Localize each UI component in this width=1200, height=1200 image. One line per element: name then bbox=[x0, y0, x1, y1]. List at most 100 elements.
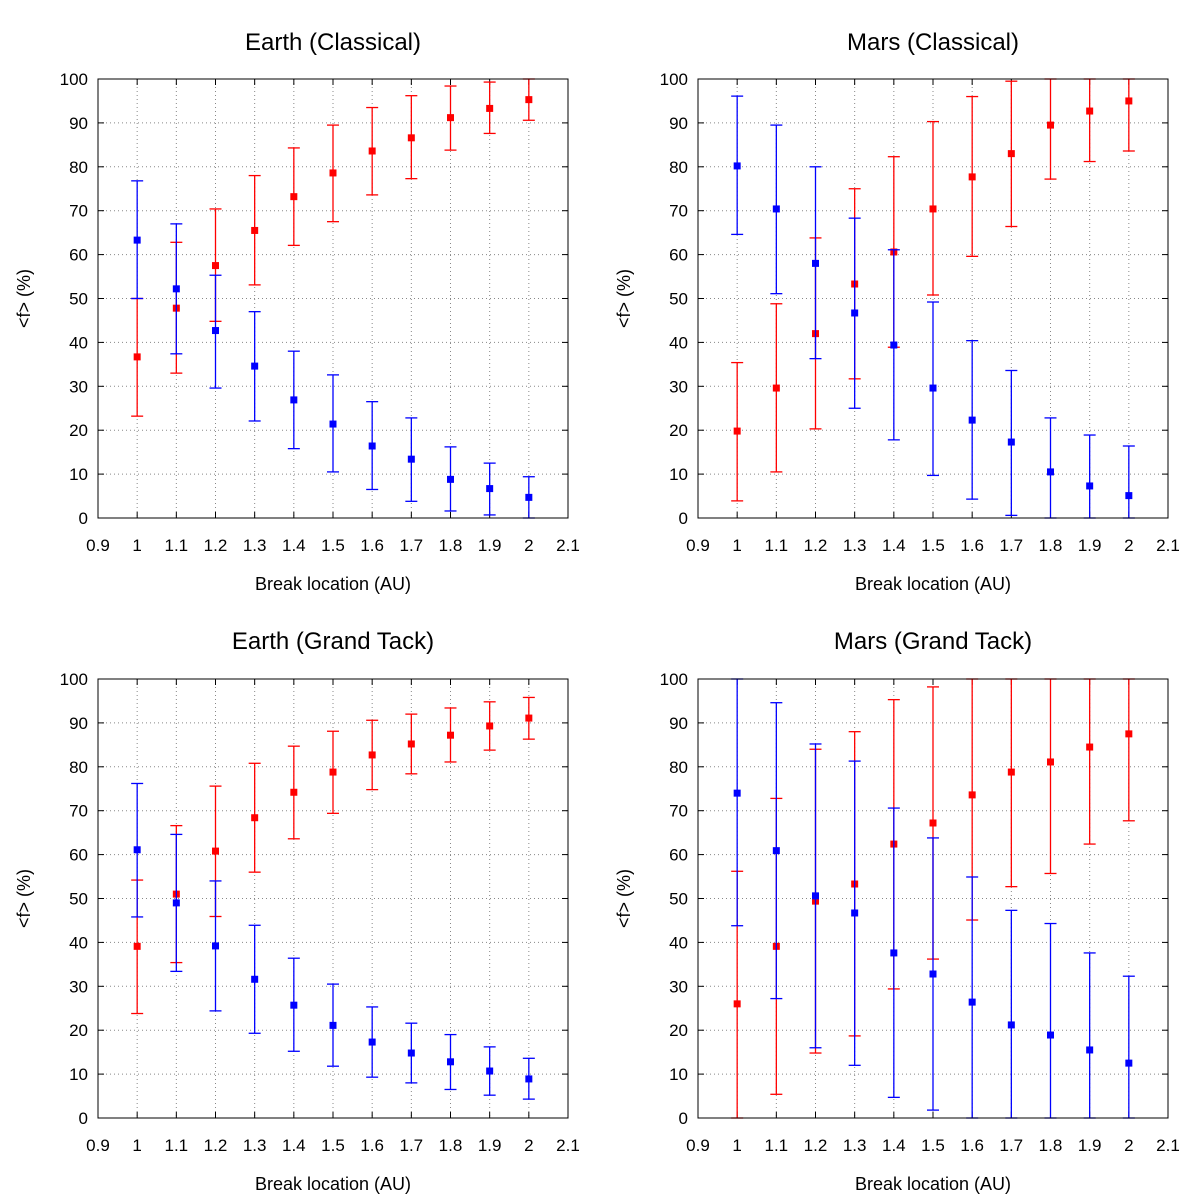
y-tick-label: 0 bbox=[679, 1109, 688, 1128]
series-2 bbox=[731, 678, 1135, 1119]
x-tick-label: 1.6 bbox=[960, 536, 984, 555]
x-tick-label: 1.3 bbox=[843, 1136, 867, 1155]
x-tick-label: 1.8 bbox=[439, 536, 463, 555]
x-tick-label: 1.7 bbox=[1000, 536, 1024, 555]
data-point bbox=[486, 722, 494, 730]
x-tick-label: 1.1 bbox=[765, 1136, 789, 1155]
data-point bbox=[290, 1001, 298, 1009]
x-tick-label: 0.9 bbox=[686, 1136, 710, 1155]
y-tick-label: 70 bbox=[669, 802, 688, 821]
y-tick-label: 30 bbox=[69, 377, 88, 396]
x-axis-label: Break location (AU) bbox=[255, 574, 411, 594]
data-point bbox=[486, 485, 494, 493]
x-tick-label: 2 bbox=[1124, 536, 1133, 555]
x-tick-label: 1.9 bbox=[1078, 1136, 1102, 1155]
data-point bbox=[407, 455, 415, 463]
y-tick-label: 60 bbox=[669, 246, 688, 265]
data-point bbox=[133, 353, 141, 361]
data-point bbox=[329, 768, 337, 776]
x-tick-label: 1.2 bbox=[804, 1136, 828, 1155]
y-tick-label: 70 bbox=[69, 802, 88, 821]
y-tick-label: 20 bbox=[69, 421, 88, 440]
data-point bbox=[1086, 107, 1094, 115]
y-tick-label: 20 bbox=[69, 1021, 88, 1040]
chart-panel-1: Earth (Classical) 0.9 1 1.1 1.2 1.3 1.4 1.5 1.6 1… bbox=[14, 29, 580, 594]
y-tick-label: 30 bbox=[69, 977, 88, 996]
data-point bbox=[812, 892, 819, 900]
data-point bbox=[486, 1067, 494, 1075]
y-tick-label: 10 bbox=[669, 465, 688, 484]
data-point bbox=[251, 975, 259, 983]
data-point bbox=[968, 791, 976, 799]
x-tick-label: 1.2 bbox=[804, 536, 828, 555]
data-point bbox=[329, 169, 337, 177]
data-point bbox=[733, 1000, 741, 1008]
chart-panel-2: Mars (Classical) 0.9 1 1.1 1.2 1.3 1.4 1.5 1.6 1.… bbox=[614, 29, 1180, 594]
y-tick-label: 100 bbox=[660, 670, 688, 689]
y-tick-label: 40 bbox=[669, 333, 688, 352]
data-point bbox=[447, 475, 454, 483]
data-point bbox=[929, 970, 937, 978]
x-tick-label: 2.1 bbox=[1156, 536, 1180, 555]
x-tick-label: 1.9 bbox=[478, 536, 502, 555]
x-tick-label: 1.2 bbox=[204, 1136, 228, 1155]
x-tick-label: 2 bbox=[1124, 1136, 1133, 1155]
x-tick-label: 2 bbox=[524, 536, 533, 555]
y-tick-label: 40 bbox=[669, 933, 688, 952]
data-point bbox=[1086, 1046, 1094, 1054]
plot-frame bbox=[697, 678, 1169, 1119]
data-point bbox=[772, 205, 780, 213]
x-tick-label: 1.3 bbox=[243, 1136, 267, 1155]
x-tick-label: 1.1 bbox=[165, 536, 189, 555]
data-point bbox=[368, 751, 376, 759]
data-point bbox=[772, 384, 780, 392]
data-point bbox=[368, 147, 376, 155]
y-tick-label: 80 bbox=[669, 158, 688, 177]
x-tick-label: 1.3 bbox=[843, 536, 867, 555]
data-point bbox=[251, 814, 259, 822]
y-tick-label: 70 bbox=[69, 202, 88, 221]
chart-panel-4: Mars (Grand Tack) 0.9 1 1.1 1.2 1.3 1.4 1.5 1.6 1… bbox=[614, 628, 1180, 1194]
data-point bbox=[968, 998, 976, 1006]
data-point bbox=[1125, 730, 1133, 738]
data-point bbox=[851, 909, 859, 917]
data-point bbox=[251, 362, 259, 370]
data-point bbox=[133, 846, 141, 854]
y-tick-label: 10 bbox=[669, 1065, 688, 1084]
chart-title: Earth (Grand Tack) bbox=[232, 628, 434, 655]
y-tick-label: 60 bbox=[69, 246, 88, 265]
x-tick-label: 1.4 bbox=[282, 1136, 306, 1155]
y-tick-label: 60 bbox=[669, 846, 688, 865]
x-axis-label: Break location (AU) bbox=[255, 1174, 411, 1194]
x-tick-label: 1.5 bbox=[921, 536, 945, 555]
series-2 bbox=[131, 782, 535, 1100]
chart-panel-3: Earth (Grand Tack) 0.9 1 1.1 1.2 1.3 1.4 1.5 1.6… bbox=[14, 628, 580, 1194]
data-point bbox=[890, 949, 898, 957]
data-point bbox=[212, 847, 219, 855]
x-tick-label: 1.8 bbox=[439, 1136, 463, 1155]
y-tick-label: 60 bbox=[69, 846, 88, 865]
data-point bbox=[929, 819, 937, 827]
y-axis-label: <f> (%) bbox=[14, 269, 34, 328]
x-tick-label: 0.9 bbox=[686, 536, 710, 555]
data-point bbox=[290, 193, 298, 201]
plot-frame bbox=[697, 78, 1169, 519]
data-point bbox=[1007, 768, 1015, 776]
y-tick-label: 40 bbox=[69, 933, 88, 952]
data-point bbox=[1007, 150, 1015, 158]
y-axis-label: <f> (%) bbox=[14, 869, 34, 928]
x-tick-label: 1.3 bbox=[243, 536, 267, 555]
y-tick-label: 100 bbox=[60, 70, 88, 89]
x-tick-label: 1.8 bbox=[1039, 1136, 1063, 1155]
y-axis-label: <f> (%) bbox=[614, 869, 634, 928]
x-tick-label: 0.9 bbox=[86, 1136, 110, 1155]
x-tick-label: 1 bbox=[132, 536, 141, 555]
y-tick-label: 80 bbox=[669, 758, 688, 777]
y-tick-label: 90 bbox=[69, 114, 88, 133]
y-tick-label: 40 bbox=[69, 333, 88, 352]
data-point bbox=[172, 285, 180, 293]
data-point bbox=[212, 327, 219, 335]
data-point bbox=[486, 104, 494, 112]
y-tick-label: 90 bbox=[669, 114, 688, 133]
chart-title: Mars (Grand Tack) bbox=[834, 628, 1032, 655]
